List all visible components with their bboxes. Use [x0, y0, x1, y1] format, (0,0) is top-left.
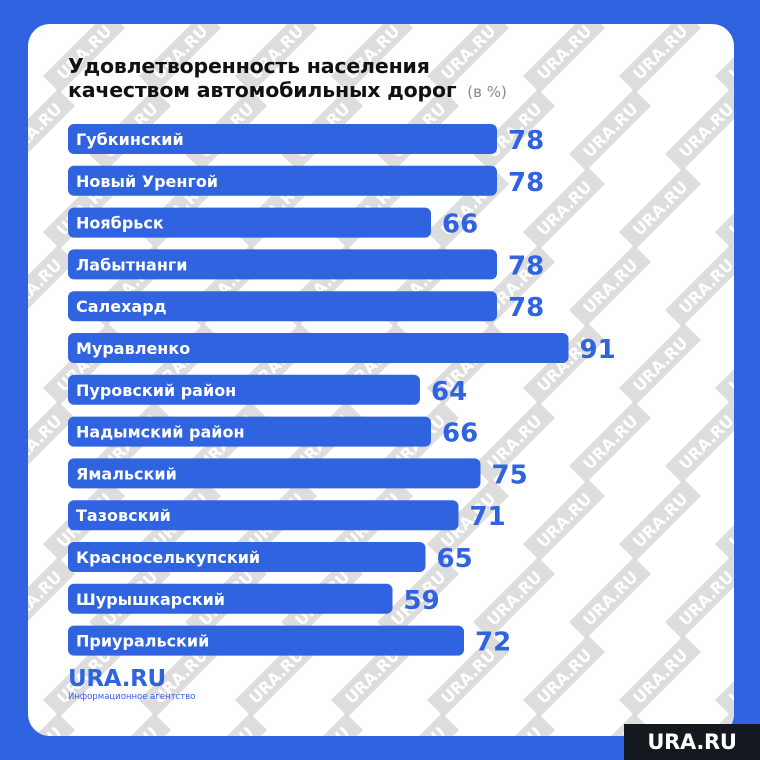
bar-category-label: Салехард: [76, 297, 167, 316]
bar-value-label: 66: [442, 419, 478, 449]
bar-row: Пуровский район 64: [68, 374, 467, 407]
bar-row: Губкинский 78: [68, 124, 544, 156]
bar: [68, 249, 497, 280]
bar-category-label: Тазовский: [76, 506, 171, 525]
bar-category-label: Лабытнанги: [76, 255, 187, 274]
bar-row: Муравленко 91: [68, 333, 616, 365]
bar-category-label: Приуральский: [76, 632, 209, 651]
bar-row: Лабытнанги 78: [68, 249, 544, 281]
bar: [68, 458, 481, 489]
bar-category-label: Ямальский: [76, 464, 177, 483]
bar-category-label: Губкинский: [76, 130, 184, 149]
bar-value-label: 71: [470, 502, 506, 532]
chart-title-line2: качеством автомобильных дорог: [68, 78, 457, 102]
unit-label: (в %): [467, 83, 507, 101]
bar-value-label: 65: [437, 544, 473, 574]
bar: [68, 124, 497, 154]
bar: [68, 416, 431, 447]
bar-row: Ноябрьск 66: [68, 207, 478, 240]
logo: URA.RU Информационное агентство: [68, 666, 195, 702]
bar-row: Тазовский 71: [68, 500, 506, 532]
bar-category-label: Муравленко: [76, 339, 190, 358]
infographic-card: URA.RU URA.RU URA.RU URA.RU URA.RU URA.RU URA.…: [28, 24, 734, 736]
bar-category-label: Шурышкарский: [76, 590, 225, 609]
corner-watermark-badge: URA.RU: [624, 724, 760, 760]
bar: [68, 165, 497, 196]
bar-row: Шурышкарский 59: [68, 583, 440, 616]
bar: [68, 207, 431, 238]
bar-row: Новый Уренгой 78: [68, 165, 544, 198]
bar-category-label: Красноселькупский: [76, 548, 260, 567]
bar-row: Красноселькупский 65: [68, 542, 473, 574]
logo-wordmark: URA.RU: [68, 666, 166, 692]
bar-value-label: 64: [431, 377, 467, 407]
chart-title: Удовлетворенность населения качеством ав…: [68, 54, 507, 104]
bar-value-label: 78: [508, 126, 544, 156]
logo-subtitle: Информационное агентство: [68, 692, 196, 702]
bar: [68, 625, 464, 656]
bar-value-label: 66: [442, 210, 478, 240]
bar: [68, 542, 426, 572]
bar-value-label: 91: [580, 335, 616, 365]
bar-row: Ямальский 75: [68, 458, 528, 490]
chart-title-line1: Удовлетворенность населения: [68, 54, 430, 78]
bar-value-label: 59: [404, 586, 440, 616]
bar-category-label: Пуровский район: [76, 381, 236, 400]
bar-value-label: 72: [475, 628, 511, 658]
bar-category-label: Новый Уренгой: [76, 172, 218, 191]
bar-chart: Губкинский 78 Новый Уренгой 78 Ноябрьск 66 Лаб…: [68, 124, 616, 658]
bar-value-label: 78: [508, 293, 544, 323]
bar: [68, 374, 420, 405]
bar: [68, 333, 569, 363]
bar-row: Салехард 78: [68, 291, 544, 323]
bar-row: Приуральский 72: [68, 625, 511, 658]
bar: [68, 291, 497, 322]
bar: [68, 583, 393, 614]
bar-value-label: 75: [492, 460, 528, 490]
bar: [68, 500, 459, 531]
bar-value-label: 78: [508, 251, 544, 281]
bar-value-label: 78: [508, 168, 544, 198]
bar-category-label: Ноябрьск: [76, 214, 164, 233]
bar-category-label: Надымский район: [76, 423, 245, 442]
bar-row: Надымский район 66: [68, 416, 478, 449]
